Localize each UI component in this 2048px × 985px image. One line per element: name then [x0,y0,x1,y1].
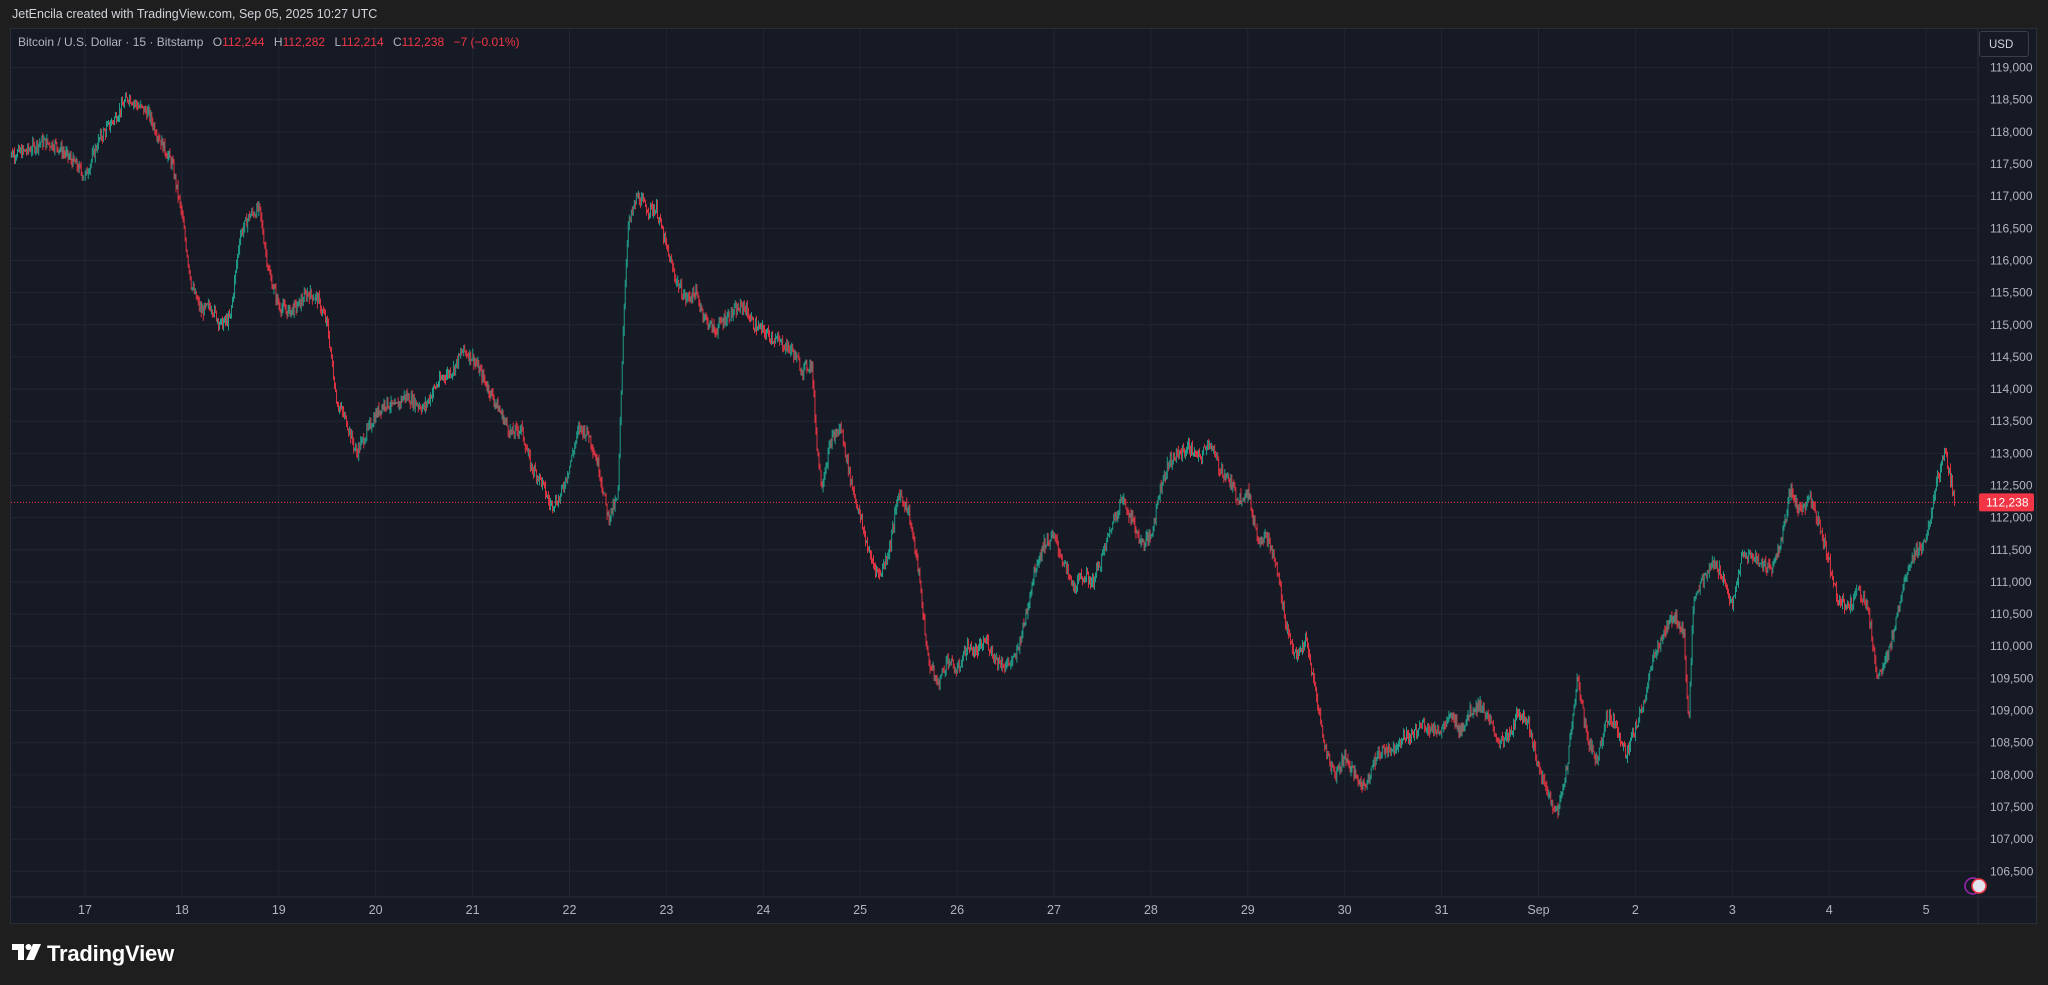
y-tick-label: 113,000 [1990,446,2033,460]
y-tick-label: 119,000 [1990,61,2033,75]
y-tick-label: 110,000 [1990,639,2033,653]
legend-symbol: Bitcoin / U.S. Dollar · 15 · Bitstamp [18,35,204,49]
y-tick-label: 110,500 [1990,607,2033,621]
y-tick-label: 109,000 [1990,704,2034,718]
tradingview-brand: TradingView [47,941,174,966]
y-tick-label: 116,500 [1990,221,2033,235]
x-tick-label: 28 [1144,903,1158,917]
y-tick-label: 109,500 [1990,671,2034,685]
price-chart[interactable]: 106,500 107,000 107,500 108,000 108,500 109,0… [11,29,2038,925]
footer-bar [0,925,2048,985]
x-tick-label: 20 [369,903,383,917]
candles [11,91,1956,819]
x-tick-label: 5 [1923,903,1930,917]
x-tick-label: 31 [1435,903,1449,917]
y-tick-label: 118,000 [1990,125,2033,139]
x-tick-label: 29 [1241,903,1255,917]
y-tick-label: 111,500 [1990,543,2032,557]
y-tick-label: 108,500 [1990,736,2034,750]
y-tick-label: 117,500 [1990,157,2033,171]
y-tick-label: 115,500 [1990,286,2033,300]
x-tick-label: 17 [78,903,92,917]
currency-button[interactable]: USD [1979,31,2029,57]
x-tick-label: 25 [853,903,867,917]
legend-open-label: O [212,35,223,49]
attribution-text: JetEncila created with TradingView.com, … [12,7,378,21]
last-price-badge [1979,493,2034,512]
x-tick-label: 4 [1826,903,1833,917]
x-tick-label: 3 [1729,903,1736,917]
attribution-bar: JetEncila created with TradingView.com, … [0,0,2048,28]
legend-low-label: L [334,35,342,49]
legend-close-value: 112,238 [401,35,445,49]
x-tick-label: 30 [1338,903,1352,917]
y-tick-label: 114,000 [1990,382,2033,396]
legend-high-label: H [273,35,283,49]
y-tick-label: 117,000 [1990,189,2033,203]
x-tick-label: 23 [659,903,673,917]
y-tick-label: 118,500 [1990,93,2033,107]
x-tick-label: 19 [272,903,286,917]
y-tick-label: 107,500 [1990,800,2034,814]
x-tick-label: 24 [756,903,770,917]
legend-low-value: 112,214 [341,35,384,49]
flag-icon [1971,878,1987,894]
symbol-legend: Bitcoin / U.S. Dollar · 15 · Bitstamp O1… [18,35,520,49]
x-tick-label: 22 [563,903,577,917]
tradingview-logo-icon [12,944,41,960]
y-tick-label: 112,000 [1990,511,2033,525]
legend-high-value: 112,282 [282,35,326,49]
x-tick-label: 18 [175,903,189,917]
x-tick-label: Sep [1527,903,1549,917]
legend-change: −7 (−0.01%) [453,35,520,49]
y-tick-label: 115,000 [1990,318,2033,332]
legend-close-label: C [392,35,402,49]
y-tick-label: 107,000 [1990,832,2034,846]
y-tick-label: 108,000 [1990,768,2034,782]
x-tick-label: 21 [466,903,480,917]
y-tick-label: 111,000 [1990,575,2032,589]
chart-pane[interactable]: 106,500 107,000 107,500 108,000 108,500 109,0… [10,28,2038,925]
y-tick-label: 113,500 [1990,414,2033,428]
x-tick-label: 2 [1632,903,1639,917]
legend-open-value: 112,244 [222,35,265,49]
y-tick-label: 106,500 [1990,864,2034,878]
y-tick-label: 114,500 [1990,350,2033,364]
last-price-label: 112,238 [1986,495,2029,509]
y-tick-label: 112,500 [1990,479,2033,493]
y-tick-label: 116,000 [1990,253,2033,267]
x-tick-label: 27 [1047,903,1061,917]
x-tick-label: 26 [950,903,964,917]
